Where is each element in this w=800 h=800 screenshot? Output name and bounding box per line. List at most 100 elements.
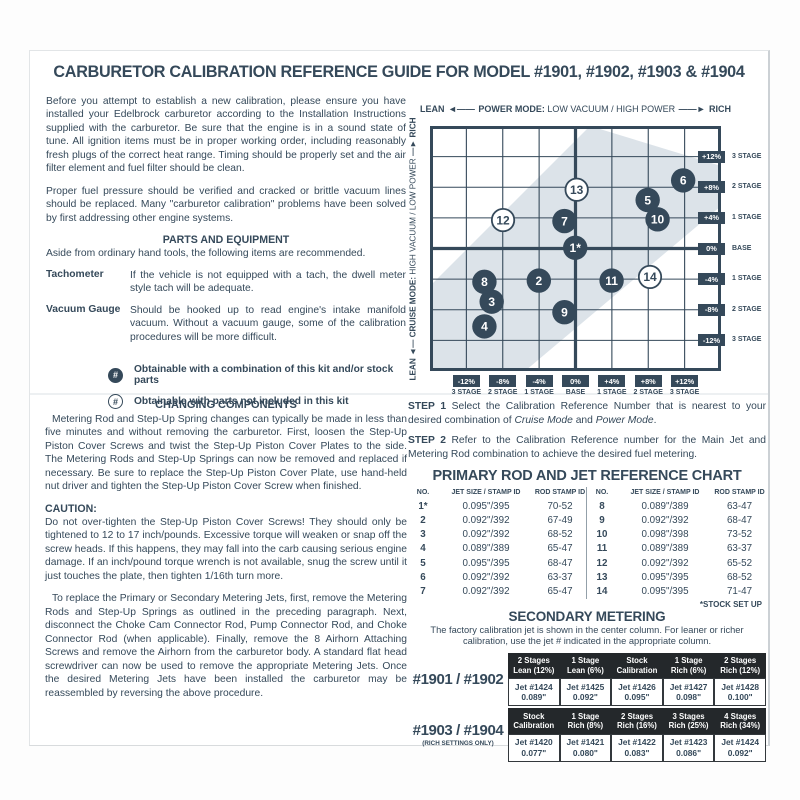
- model-label: #1903 / #1904 (RICH SETTINGS ONLY): [408, 722, 508, 747]
- primary-cell-rod: 71-47: [726, 586, 753, 598]
- svg-text:12: 12: [496, 213, 510, 227]
- jet-number: Jet #1424: [514, 681, 553, 692]
- primary-cell-no: 12: [596, 557, 608, 569]
- primary-cell-jet: 0.095"/395: [462, 557, 510, 569]
- row-pct-badge: +8%: [698, 181, 725, 194]
- model-sublabel: (RICH SETTINGS ONLY): [422, 740, 494, 748]
- secondary-header-cell: 1 Stage Lean (6%): [559, 652, 612, 679]
- primary-cell-no: 5: [420, 557, 426, 569]
- primary-cell-rod: 68-47: [534, 556, 587, 571]
- jet-number: Jet #1424: [721, 737, 760, 748]
- jet-number: Jet #1422: [618, 737, 656, 748]
- definition-row: Vacuum Gauge Should be hooked up to read…: [46, 304, 406, 344]
- intro-column: Before you attempt to establish a new ca…: [46, 95, 406, 417]
- secondary-header-cell: Stock Calibration: [508, 708, 560, 734]
- primary-cell-rod: 65-47: [534, 584, 587, 599]
- row-stage-label: 3 STAGE: [732, 152, 762, 160]
- column-stage-label: 2 STAGE: [488, 389, 518, 396]
- svg-text:3: 3: [488, 295, 495, 309]
- jet-number: Jet #1425: [566, 681, 605, 692]
- primary-table-header: JET SIZE / STAMP ID: [630, 489, 700, 497]
- primary-cell-jet: 0.098"/398: [641, 529, 689, 541]
- column-stage-label: 3 STAGE: [451, 389, 482, 396]
- column-stage-label: 3 STAGE: [669, 389, 700, 396]
- secondary-header-cell: 4 Stages Rich (34%): [714, 708, 766, 734]
- row-stage-label: 3 STAGE: [732, 336, 762, 344]
- primary-cell-no: 4: [420, 543, 426, 555]
- calibration-point-4: 4: [472, 314, 497, 339]
- primary-cell-jet: 0.092"/392: [641, 557, 689, 569]
- row-stage-label: 2 STAGE: [732, 305, 762, 313]
- secondary-header-cell: 3 Stages Rich (25%): [662, 708, 715, 734]
- svg-text:13: 13: [570, 183, 584, 197]
- reference-column: STEP 1 Select the Calibration Reference …: [408, 400, 766, 764]
- primary-table-header: ROD STAMP ID: [714, 489, 765, 497]
- jet-size: 0.095": [624, 692, 650, 703]
- caution-heading: CAUTION:: [45, 502, 97, 515]
- header-line: Calibration: [616, 665, 658, 675]
- primary-cell-no: 6: [420, 571, 426, 583]
- step-1: STEP 1 Select the Calibration Reference …: [408, 401, 766, 426]
- svg-text:7: 7: [561, 214, 568, 228]
- header-line: 4 Stages: [724, 711, 757, 721]
- svg-text:8: 8: [481, 275, 488, 289]
- arrow-right-icon: ——►: [678, 104, 706, 114]
- primary-cell-rod: 73-52: [726, 529, 753, 541]
- row-stage-label: 2 STAGE: [732, 183, 762, 191]
- definition-row: Tachometer If the vehicle is not equippe…: [46, 269, 406, 296]
- secondary-table-row: #1903 / #1904 (RICH SETTINGS ONLY) Stock Ca…: [408, 708, 766, 762]
- secondary-jet-cell: Jet #1426 0.095": [611, 678, 663, 707]
- jet-size: 0.083": [624, 747, 650, 758]
- header-line: Lean (6%): [566, 665, 604, 675]
- row-pct-badge: 0%: [698, 242, 725, 255]
- jet-size: 0.092": [727, 747, 753, 758]
- secondary-jet-cell: Jet #1422 0.083": [611, 733, 663, 762]
- header-line: Calibration: [513, 720, 555, 730]
- primary-cell-rod: 63-37: [534, 570, 587, 585]
- row-pct-badge: +12%: [698, 150, 725, 163]
- header-line: 2 Stages: [724, 656, 757, 666]
- legend-text: Obtainable with a combination of this ki…: [134, 364, 394, 387]
- jet-size: 0.092": [572, 692, 598, 703]
- power-mode-axis-label: LEAN ◄—— POWER MODE: LOW VACUUM / HIGH P…: [420, 104, 731, 114]
- header-line: Rich (25%): [668, 720, 709, 730]
- jet-number: Jet #1420: [514, 737, 553, 748]
- header-line: 2 Stages: [517, 656, 550, 666]
- secondary-header-cell: 1 Stage Rich (8%): [559, 708, 612, 734]
- calibration-point-6: 6: [670, 168, 696, 193]
- page-title: CARBURETOR CALIBRATION REFERENCE GUIDE F…: [53, 63, 745, 81]
- header-line: 1 Stage: [571, 711, 600, 721]
- jet-size: 0.098": [676, 692, 702, 703]
- secondary-header-cell: Stock Calibration: [611, 652, 663, 679]
- column-pct-badge: +12%: [671, 375, 699, 387]
- jet-size: 0.086": [676, 747, 702, 758]
- secondary-jet-cell: Jet #1424 0.089": [508, 678, 560, 707]
- primary-cell-jet: 0.089"/389: [462, 543, 510, 555]
- jet-size: 0.080": [572, 747, 598, 758]
- axis-rich-label: RICH: [709, 104, 731, 114]
- secondary-jet-cell: Jet #1421 0.080": [559, 733, 612, 762]
- caution-paragraph: Do not over-tighten the Step-Up Piston C…: [45, 516, 407, 582]
- axis-lean-label: LEAN: [420, 104, 445, 114]
- secondary-jet-table: Stock Calibration 1 Stage Rich (8%) 2 Stages…: [508, 708, 766, 762]
- secondary-header-cell: 1 Stage Rich (6%): [662, 652, 715, 679]
- primary-cell-jet: 0.092"/392: [462, 586, 510, 598]
- primary-cell-jet: 0.092"/392: [462, 529, 510, 541]
- secondary-metering-tables: #1901 / #1902 2 Stages Lean (12%) 1 Stage Le…: [408, 652, 766, 762]
- calibration-chart: LEAN ◄—— POWER MODE: LOW VACUUM / HIGH P…: [406, 104, 770, 406]
- row-pct-badge: -4%: [698, 273, 725, 286]
- primary-table-header: NO.: [416, 489, 430, 497]
- calibration-point-10: 10: [645, 207, 670, 232]
- changing-paragraph: Metering Rod and Step-Up Spring changes …: [45, 414, 407, 493]
- primary-cell-no: 14: [596, 586, 608, 598]
- secondary-jet-cell: Jet #1423 0.086": [662, 733, 715, 762]
- column-stage-label: 2 STAGE: [633, 389, 663, 396]
- primary-cell-rod: 68-52: [726, 571, 753, 583]
- secondary-jet-cell: Jet #1428 0.100": [714, 678, 766, 707]
- intro-paragraph: Before you attempt to establish a new ca…: [46, 96, 406, 175]
- svg-text:11: 11: [605, 274, 618, 288]
- column-pct-badge: -8%: [489, 375, 517, 387]
- secondary-jet-table: 2 Stages Lean (12%) 1 Stage Lean (6%) Stock C…: [508, 652, 766, 707]
- filled-circle-icon: #: [108, 367, 123, 383]
- primary-cell-no: 3: [420, 529, 426, 541]
